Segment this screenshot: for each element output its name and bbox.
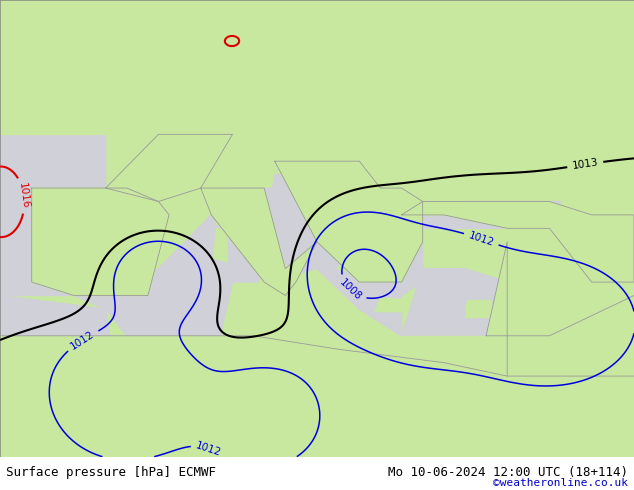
- Polygon shape: [32, 188, 169, 295]
- Polygon shape: [259, 265, 290, 282]
- Text: Mo 10-06-2024 12:00 UTC (18+114): Mo 10-06-2024 12:00 UTC (18+114): [387, 466, 628, 479]
- Polygon shape: [106, 134, 233, 201]
- Text: 1012: 1012: [195, 440, 223, 458]
- Polygon shape: [201, 188, 317, 295]
- Polygon shape: [401, 201, 634, 282]
- Text: 1012: 1012: [467, 230, 495, 248]
- Text: 1012: 1012: [69, 329, 96, 351]
- Polygon shape: [0, 295, 127, 457]
- Polygon shape: [375, 298, 404, 312]
- Text: Surface pressure [hPa] ECMWF: Surface pressure [hPa] ECMWF: [6, 466, 216, 479]
- Text: 1016: 1016: [17, 182, 30, 209]
- Polygon shape: [486, 242, 634, 336]
- Polygon shape: [423, 201, 560, 228]
- Polygon shape: [264, 174, 317, 269]
- Polygon shape: [465, 376, 528, 457]
- Polygon shape: [338, 228, 401, 282]
- Polygon shape: [0, 0, 634, 134]
- Polygon shape: [0, 336, 634, 457]
- Text: 1013: 1013: [571, 158, 599, 172]
- Polygon shape: [275, 161, 423, 282]
- Polygon shape: [217, 200, 227, 224]
- Polygon shape: [211, 215, 275, 282]
- Polygon shape: [465, 299, 491, 317]
- Text: 1008: 1008: [337, 277, 363, 303]
- Polygon shape: [214, 228, 227, 262]
- Polygon shape: [359, 215, 423, 295]
- Polygon shape: [106, 188, 401, 376]
- Polygon shape: [401, 269, 550, 376]
- Text: ©weatheronline.co.uk: ©weatheronline.co.uk: [493, 478, 628, 489]
- Polygon shape: [264, 215, 401, 336]
- Polygon shape: [0, 0, 106, 309]
